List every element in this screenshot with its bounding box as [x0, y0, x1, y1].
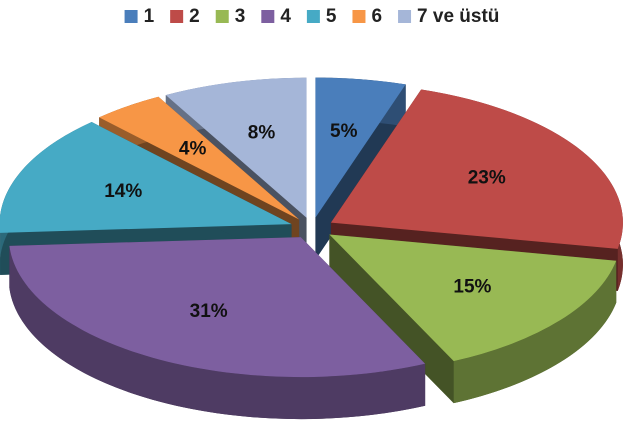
slice-top	[0, 122, 292, 233]
legend-label: 4	[280, 6, 291, 27]
slice	[329, 234, 617, 404]
slice-top	[329, 234, 617, 362]
data-label: 23%	[468, 167, 506, 188]
legend-label: 6	[371, 6, 382, 27]
slice-side	[329, 234, 454, 404]
legend-item: 6	[352, 6, 382, 27]
slice-top	[330, 89, 623, 249]
legend-item: 5	[306, 6, 337, 27]
legend-swatch	[170, 10, 184, 23]
legend-swatch	[261, 10, 275, 23]
legend-item: 4	[261, 6, 291, 27]
legend-swatch	[352, 10, 366, 23]
legend-label: 5	[326, 6, 337, 27]
legend: 1 2 3 4 5 6 7 ve üstü	[124, 6, 499, 27]
data-label: 5%	[330, 121, 358, 142]
pie: 5% 23% 15% 31% 14% 4% 8%	[0, 77, 623, 420]
legend-swatch	[215, 10, 229, 23]
slice-top	[165, 77, 307, 218]
legend-swatch	[398, 10, 412, 23]
data-label: 4%	[179, 138, 207, 159]
legend-swatch	[306, 10, 320, 23]
slice-edge	[453, 260, 617, 404]
slice-top	[315, 77, 406, 218]
legend-item: 2	[170, 6, 200, 27]
legend-item: 7 ve üstü	[398, 6, 499, 27]
legend-label: 3	[235, 6, 246, 27]
legend-label: 1	[144, 6, 155, 27]
slice-edge	[9, 245, 426, 420]
slice-top	[99, 96, 300, 220]
legend-label: 7 ve üstü	[417, 6, 499, 27]
legend-item: 3	[215, 6, 246, 27]
data-label: 14%	[104, 181, 142, 202]
slice-top	[9, 237, 426, 378]
legend-label: 2	[189, 6, 200, 27]
data-label: 8%	[248, 123, 276, 144]
legend-swatch	[124, 10, 138, 23]
slice	[9, 237, 426, 420]
data-label: 31%	[190, 301, 228, 322]
data-label: 15%	[453, 277, 491, 298]
legend-item: 1	[124, 6, 155, 27]
